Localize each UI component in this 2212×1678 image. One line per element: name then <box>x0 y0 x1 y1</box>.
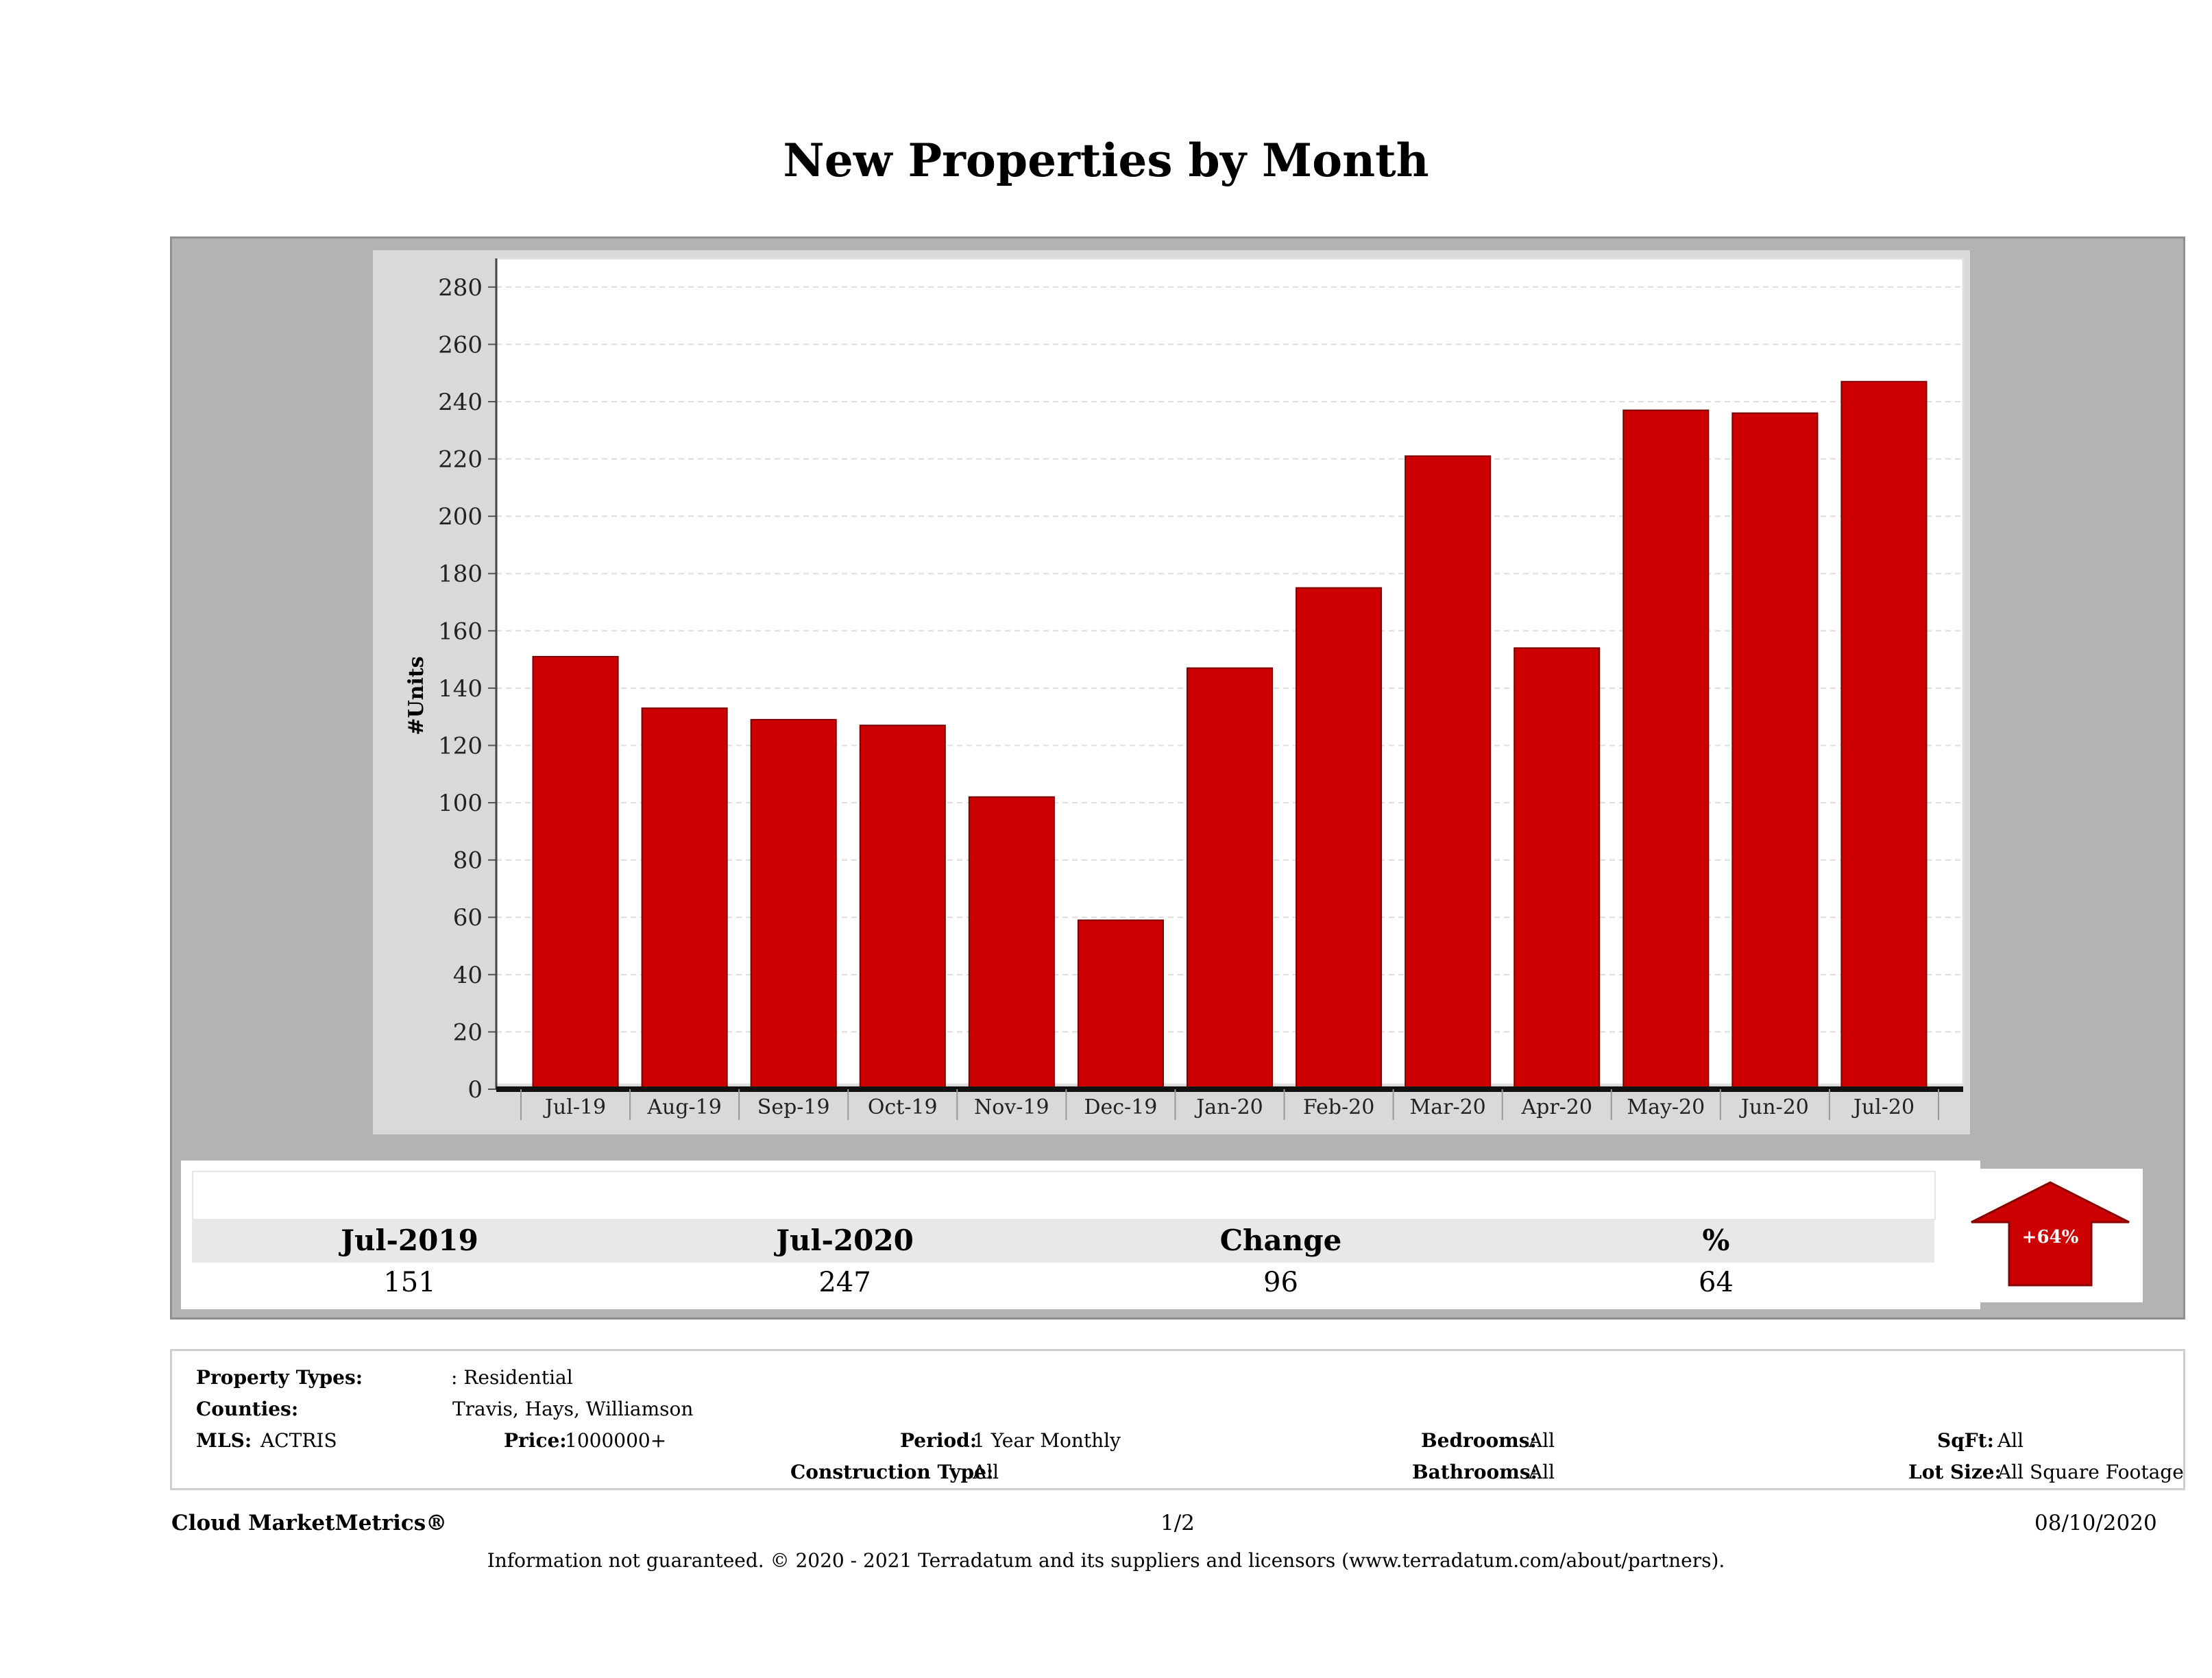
bar-Dec-19 <box>1077 919 1164 1091</box>
counties-label: Counties: <box>196 1398 299 1420</box>
bar-Apr-20 <box>1514 647 1601 1090</box>
x-axis-ticks: Jul-19 Aug-19 Sep-19 Oct-19 Nov-19 Dec-19 Jan-… <box>496 1086 1963 1120</box>
bedrooms-label: Bedrooms: <box>1421 1429 1537 1452</box>
bar-Oct-19 <box>859 725 946 1090</box>
lot-size-label: Lot Size: <box>1908 1461 2002 1483</box>
x-tick-label: Dec-19 <box>1084 1095 1157 1119</box>
y-axis-ticks: 0 20 40 60 80 100 120 140 160 180 200 220 240 260 280 <box>438 258 498 1104</box>
bathrooms-label: Bathrooms: <box>1412 1461 1538 1483</box>
sqft-label: SqFt: <box>1937 1429 1994 1452</box>
filter-summary <box>170 1349 2185 1490</box>
change-badge-box: +64% <box>1958 1169 2143 1302</box>
stat-header-period2: Jul-2020 <box>776 1224 914 1257</box>
construction-type-label: Construction Type: <box>790 1461 994 1483</box>
x-tick-label: Apr-20 <box>1520 1095 1592 1119</box>
period-value: 1 Year Monthly <box>973 1429 1121 1452</box>
y-tick-label: 200 <box>438 503 483 531</box>
bedrooms-value: All <box>1529 1429 1555 1452</box>
y-tick-label: 240 <box>438 389 483 416</box>
stat-value-change: 96 <box>1263 1267 1298 1298</box>
y-axis-label: #Units <box>404 656 428 735</box>
bar-Mar-20 <box>1405 455 1492 1090</box>
y-tick-label: 260 <box>438 331 483 358</box>
stat-header-period1: Jul-2019 <box>341 1224 478 1257</box>
x-tick-label: Jul-20 <box>1851 1095 1915 1119</box>
x-tick-label: Sep-19 <box>757 1095 830 1119</box>
y-tick-label: 220 <box>438 446 483 474</box>
x-tick-label: Jan-20 <box>1194 1095 1263 1119</box>
x-tick-label: Oct-19 <box>868 1095 938 1119</box>
period-label: Period: <box>900 1429 977 1452</box>
x-tick-label: Feb-20 <box>1303 1095 1374 1119</box>
stats-value-row <box>192 1264 1934 1302</box>
x-tick-label: Nov-19 <box>974 1095 1049 1119</box>
y-tick-label: 180 <box>438 561 483 588</box>
bar-Jul-20 <box>1840 380 1928 1091</box>
price-value: 1000000+ <box>565 1429 667 1452</box>
bar-Jan-20 <box>1186 667 1274 1090</box>
stat-value-period2: 247 <box>818 1267 871 1298</box>
y-tick-label: 280 <box>438 274 483 302</box>
lot-size-value: All Square Footage <box>1997 1461 2184 1483</box>
bar-chart: 020406080100120140160180200220240260280 … <box>404 257 1965 1120</box>
bar-Feb-20 <box>1296 587 1383 1091</box>
bar-May-20 <box>1622 409 1710 1091</box>
y-tick-label: 20 <box>453 1019 483 1046</box>
bar-Sep-19 <box>750 718 837 1090</box>
bar-Jun-20 <box>1731 412 1819 1091</box>
y-tick-label: 40 <box>453 962 483 989</box>
x-tick-label: Aug-19 <box>646 1095 722 1119</box>
stat-header-change: Change <box>1219 1224 1342 1257</box>
grid-lines <box>496 286 1963 1033</box>
sqft-value: All <box>1997 1429 2024 1452</box>
y-tick-label: 0 <box>467 1076 483 1104</box>
x-tick-label: Jun-20 <box>1739 1095 1809 1119</box>
stat-value-percent: 64 <box>1699 1267 1734 1298</box>
y-tick-label: 80 <box>453 847 483 875</box>
y-tick-label: 60 <box>453 904 483 932</box>
page-number: 1/2 <box>1160 1511 1195 1535</box>
y-tick-label: 140 <box>438 675 483 703</box>
change-badge-label: +64% <box>2022 1227 2079 1248</box>
x-tick-label: May-20 <box>1627 1095 1705 1119</box>
counties-value: Travis, Hays, Williamson <box>452 1398 694 1420</box>
stats-blank-row <box>192 1171 1936 1220</box>
price-label: Price: <box>504 1429 567 1452</box>
x-tick-label: Mar-20 <box>1410 1095 1486 1119</box>
disclaimer: Information not guaranteed. © 2020 - 202… <box>487 1549 1725 1572</box>
bar-Jul-19 <box>532 655 619 1090</box>
bars <box>532 380 1928 1091</box>
mls-value: ACTRIS <box>260 1429 337 1452</box>
y-tick-label: 120 <box>438 732 483 759</box>
property-types-value: : Residential <box>451 1366 573 1389</box>
mls-label: MLS: <box>196 1429 252 1452</box>
property-types-label: Property Types: <box>196 1366 363 1389</box>
bar-Nov-19 <box>968 796 1055 1090</box>
y-tick-label: 160 <box>438 618 483 645</box>
x-tick-label: Jul-19 <box>543 1095 606 1119</box>
construction-type-value: All <box>973 1461 999 1483</box>
bathrooms-value: All <box>1529 1461 1555 1483</box>
up-arrow-icon: +64% <box>1971 1181 2130 1287</box>
y-tick-label: 100 <box>438 790 483 817</box>
report-date: 08/10/2020 <box>2034 1511 2157 1535</box>
bar-Aug-19 <box>641 707 728 1090</box>
page-title: New Properties by Month <box>783 134 1429 187</box>
brand-name: Cloud MarketMetrics® <box>171 1511 448 1535</box>
stat-header-percent: % <box>1702 1224 1730 1257</box>
stat-value-period1: 151 <box>383 1267 436 1298</box>
stats-header-row <box>192 1219 1934 1263</box>
